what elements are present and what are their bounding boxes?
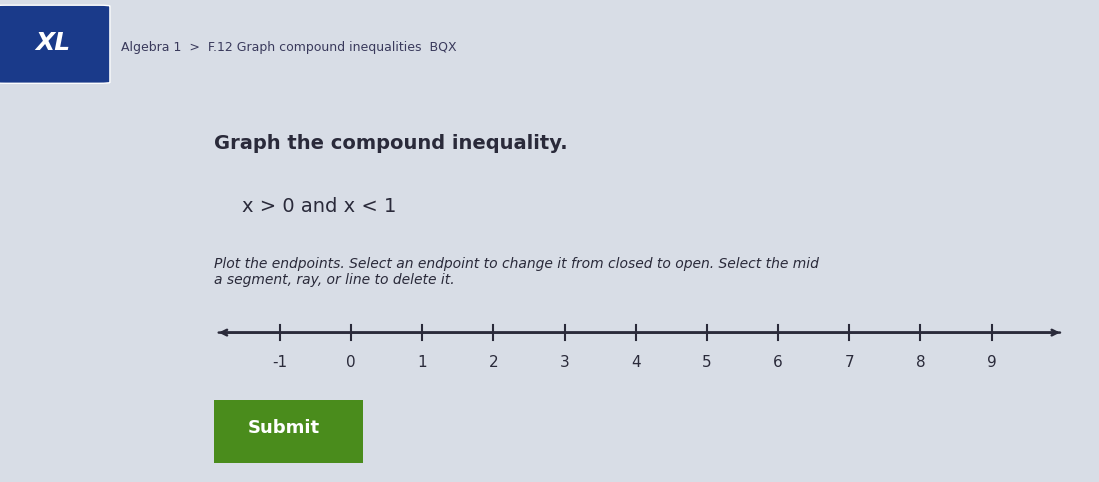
Text: Plot the endpoints. Select an endpoint to change it from closed to open. Select : Plot the endpoints. Select an endpoint t… [214, 257, 819, 287]
Text: XL: XL [35, 31, 70, 55]
Text: 8: 8 [915, 355, 925, 370]
Text: 6: 6 [774, 355, 782, 370]
Text: 7: 7 [844, 355, 854, 370]
Text: 3: 3 [559, 355, 569, 370]
FancyBboxPatch shape [207, 397, 370, 466]
Text: 0: 0 [346, 355, 356, 370]
Text: -1: -1 [273, 355, 288, 370]
FancyBboxPatch shape [0, 5, 110, 83]
Text: 1: 1 [418, 355, 428, 370]
Text: Submit: Submit [248, 419, 320, 437]
Text: 2: 2 [489, 355, 498, 370]
Text: x > 0 and x < 1: x > 0 and x < 1 [242, 198, 396, 216]
Text: Graph the compound inequality.: Graph the compound inequality. [214, 134, 568, 153]
Text: 9: 9 [987, 355, 997, 370]
Text: 5: 5 [702, 355, 712, 370]
Text: 4: 4 [631, 355, 641, 370]
Text: Algebra 1  >  F.12 Graph compound inequalities  BQX: Algebra 1 > F.12 Graph compound inequali… [121, 41, 456, 54]
